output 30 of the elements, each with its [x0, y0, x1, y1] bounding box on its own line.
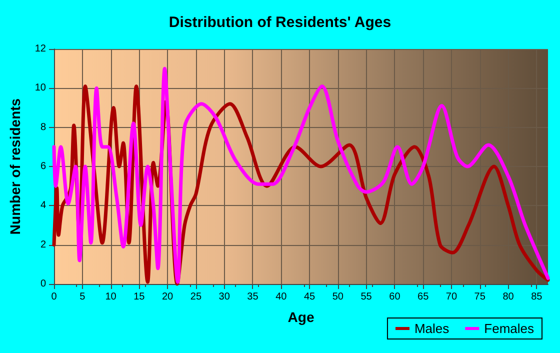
legend-label: Females — [484, 321, 534, 336]
y-tick-label: 12 — [34, 44, 46, 54]
x-tick-label: 65 — [418, 292, 430, 302]
y-tick-label: 8 — [40, 122, 46, 133]
y-tick-label: 6 — [40, 161, 46, 172]
x-tick-label: 50 — [332, 292, 344, 302]
legend-label: Males — [414, 321, 450, 336]
x-tick-label: 25 — [190, 292, 202, 302]
x-axis-title: Age — [288, 309, 314, 325]
x-tick-label: 35 — [247, 292, 259, 302]
x-tick-label: 70 — [446, 292, 458, 302]
x-tick-label: 30 — [218, 292, 230, 302]
x-tick-label: 10 — [105, 292, 117, 302]
y-tick-label: 4 — [40, 200, 46, 212]
x-tick-label: 20 — [162, 292, 174, 302]
x-tick-label: 45 — [304, 292, 316, 302]
x-tick-label: 60 — [389, 292, 401, 302]
y-tick-label: 0 — [40, 278, 46, 290]
y-tick-label: 10 — [34, 82, 46, 94]
y-tick-label: 2 — [40, 239, 46, 250]
y-axis-title: Number of residents — [7, 98, 23, 235]
x-tick-label: 75 — [474, 292, 486, 302]
x-tick-label: 55 — [360, 292, 372, 302]
x-tick-label: 5 — [80, 292, 86, 302]
x-tick-label: 80 — [502, 292, 514, 302]
x-tick-label: 15 — [134, 292, 146, 302]
x-tick-label: 85 — [531, 292, 543, 302]
x-tick-label: 0 — [51, 292, 58, 302]
x-tick-label: 40 — [276, 292, 288, 302]
chart-title: Distribution of Residents' Ages — [168, 14, 392, 31]
